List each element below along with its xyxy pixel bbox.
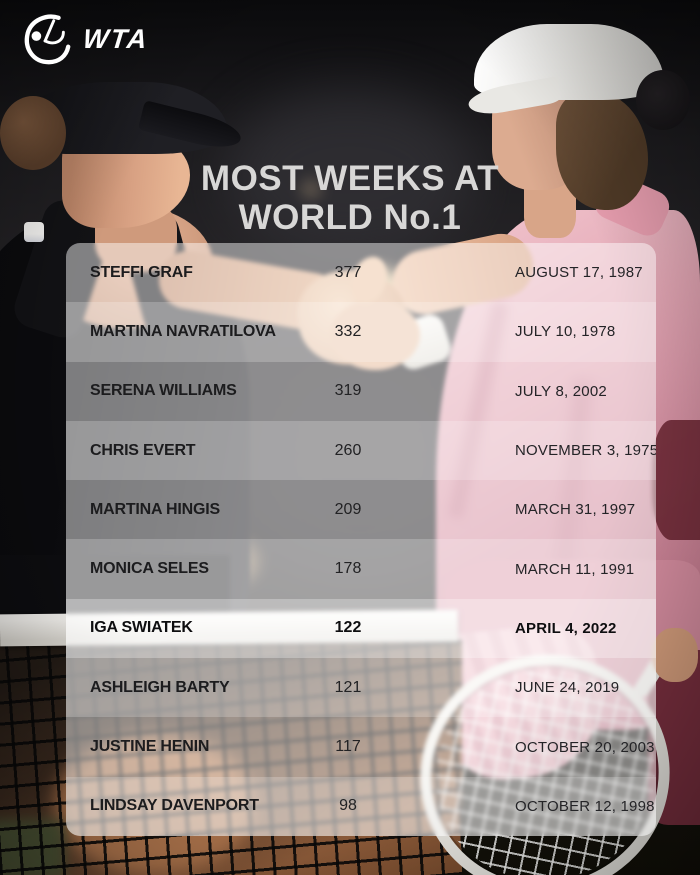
title-line-2: WORLD No.1 <box>238 197 462 237</box>
wta-logo: WTA <box>20 12 151 66</box>
weeks-count: 377 <box>334 263 362 281</box>
date-reached: APRIL 4, 2022 <box>515 619 617 637</box>
table-row: MARTINA HINGIS 209 MARCH 31, 1997 <box>66 480 656 540</box>
player-right-hair-scrunchie <box>636 70 690 130</box>
crowd-blur <box>225 90 475 260</box>
table-row: ASHLEIGH BARTY 121 JUNE 24, 2019 <box>66 658 656 718</box>
table-row: MARTINA NAVRATILOVA 332 JULY 10, 1978 <box>66 302 656 362</box>
wta-player-emblem-icon <box>24 14 71 65</box>
player-name: CHRIS EVERT <box>90 441 196 459</box>
apparel-logo-patch <box>24 222 44 242</box>
date-reached: OCTOBER 20, 2003 <box>515 738 655 756</box>
player-name: LINDSAY DAVENPORT <box>90 797 259 815</box>
table-row: LINDSAY DAVENPORT 98 OCTOBER 12, 1998 <box>66 776 656 836</box>
shadow-fabric <box>652 420 700 540</box>
table-row: IGA SWIATEK 122 APRIL 4, 2022 <box>66 598 656 659</box>
weeks-count: 260 <box>334 441 362 459</box>
player-name: JUSTINE HENIN <box>90 738 210 756</box>
wta-wordmark: WTA <box>81 23 151 54</box>
player-right-hand-grip <box>652 628 698 682</box>
table-row: STEFFI GRAF 377 AUGUST 17, 1987 <box>66 243 656 303</box>
date-reached: OCTOBER 12, 1998 <box>515 797 655 815</box>
weeks-count: 122 <box>334 619 362 637</box>
player-name: SERENA WILLIAMS <box>90 382 237 400</box>
weeks-count: 178 <box>334 560 362 578</box>
player-name: ASHLEIGH BARTY <box>90 678 230 696</box>
table-row: JUSTINE HENIN 117 OCTOBER 20, 2003 <box>66 717 656 777</box>
weeks-count: 209 <box>334 500 362 518</box>
date-reached: NOVEMBER 3, 1975 <box>515 442 656 460</box>
date-reached: JULY 8, 2002 <box>515 382 607 400</box>
player-name: STEFFI GRAF <box>90 263 193 281</box>
stats-table: STEFFI GRAF 377 AUGUST 17, 1987 MARTINA … <box>66 243 656 836</box>
weeks-count: 319 <box>334 382 362 400</box>
date-reached: JULY 10, 1978 <box>515 323 616 341</box>
date-reached: JUNE 24, 2019 <box>515 679 620 697</box>
weeks-count: 121 <box>334 678 362 696</box>
page-title: MOST WEEKS AT WORLD No.1 <box>80 159 620 237</box>
player-name: MARTINA NAVRATILOVA <box>90 322 276 340</box>
bokeh-light <box>300 178 322 200</box>
date-reached: MARCH 31, 1997 <box>515 501 636 519</box>
player-name: IGA SWIATEK <box>90 619 193 637</box>
weeks-count: 98 <box>339 797 357 815</box>
date-reached: MARCH 11, 1991 <box>515 560 635 578</box>
weeks-count: 332 <box>334 322 362 340</box>
player-name: MONICA SELES <box>90 560 209 578</box>
player-left-hair-bun <box>0 96 66 170</box>
table-row: CHRIS EVERT 260 NOVEMBER 3, 1975 <box>66 420 656 481</box>
weeks-count: 117 <box>335 738 361 756</box>
title-line-1: MOST WEEKS AT <box>200 159 500 198</box>
player-right-hair <box>556 92 648 210</box>
table-row: SERENA WILLIAMS 319 JULY 8, 2002 <box>66 361 656 421</box>
table-row: MONICA SELES 178 MARCH 11, 1991 <box>66 539 656 599</box>
date-reached: AUGUST 17, 1987 <box>515 264 643 282</box>
player-name: MARTINA HINGIS <box>90 500 220 518</box>
